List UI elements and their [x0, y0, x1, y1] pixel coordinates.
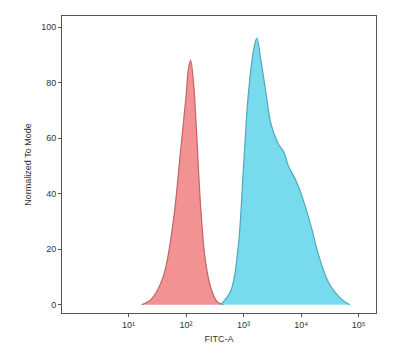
svg-text:60: 60 — [46, 133, 56, 143]
svg-text:10¹: 10¹ — [122, 320, 135, 330]
svg-text:10³: 10³ — [237, 320, 250, 330]
svg-text:FITC-A: FITC-A — [205, 334, 234, 344]
svg-text:80: 80 — [46, 78, 56, 88]
svg-text:Normalized To Mode: Normalized To Mode — [23, 123, 33, 205]
svg-text:0: 0 — [51, 300, 56, 310]
svg-text:10²: 10² — [180, 320, 193, 330]
svg-text:100: 100 — [41, 22, 56, 32]
svg-text:20: 20 — [46, 244, 56, 254]
svg-text:40: 40 — [46, 189, 56, 199]
svg-text:10⁴: 10⁴ — [294, 320, 308, 330]
svg-text:10⁵: 10⁵ — [352, 320, 366, 330]
